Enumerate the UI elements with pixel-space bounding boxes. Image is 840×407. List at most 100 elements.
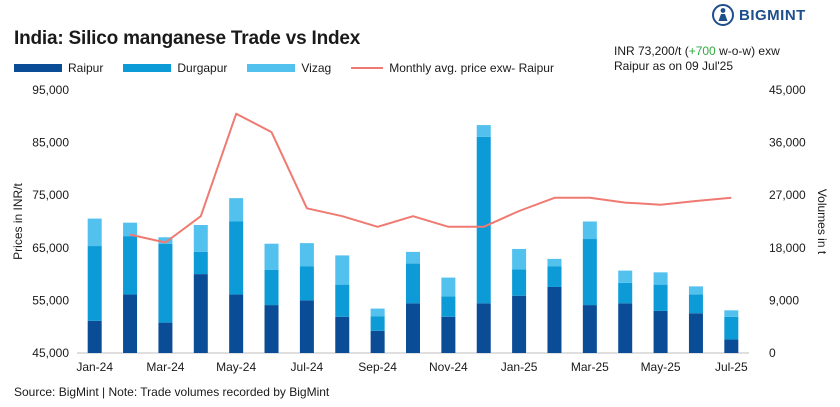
x-tick-label: May-25 <box>641 360 681 374</box>
bar-raipur <box>512 295 527 353</box>
bar-vizag <box>406 251 420 264</box>
bar-durgapur <box>688 294 703 314</box>
legend-item-durgapur: Durgapur <box>123 61 227 75</box>
bar-vizag <box>229 198 244 222</box>
bar-raipur <box>582 305 597 353</box>
x-tick-label: Jul-25 <box>715 360 748 374</box>
bar-durgapur <box>87 246 102 321</box>
legend: Raipur Durgapur Vizag Monthly avg. price… <box>14 61 574 75</box>
y-tick-label: 55,000 <box>32 293 69 307</box>
bar-vizag <box>264 243 279 271</box>
bar-durgapur <box>123 236 138 295</box>
y-right-tick-label: 45,000 <box>769 83 806 97</box>
bar-durgapur <box>193 251 208 275</box>
bar-vizag <box>653 272 668 285</box>
bar-raipur <box>653 310 668 353</box>
y-axis-title: Prices in INR/t <box>11 182 25 259</box>
bar-vizag <box>158 237 173 244</box>
x-tick-label: Sep-24 <box>358 360 397 374</box>
bar-durgapur <box>299 266 314 301</box>
y-right-tick-label: 36,000 <box>769 136 806 150</box>
bar-durgapur <box>724 316 739 340</box>
bar-raipur <box>123 294 138 353</box>
bar-durgapur <box>441 296 456 317</box>
legend-label-raipur: Raipur <box>68 61 104 75</box>
price-note-suffix: w-o-w) exw <box>715 44 780 58</box>
price-note: INR 73,200/t (+700 w-o-w) exw Raipur as … <box>614 44 780 74</box>
chart-title: India: Silico manganese Trade vs Index <box>14 28 361 49</box>
price-line <box>129 112 732 244</box>
bar-raipur <box>688 313 703 353</box>
legend-swatch-vizag <box>247 64 296 72</box>
bar-raipur <box>264 305 279 353</box>
bar-raipur <box>335 316 350 353</box>
y-tick-label: 65,000 <box>32 241 69 255</box>
legend-label-price: Monthly avg. price exw- Raipur <box>389 61 554 75</box>
price-note-prefix: INR 73,200/t ( <box>614 44 689 58</box>
legend-item-raipur: Raipur <box>14 61 103 75</box>
bar-durgapur <box>618 282 633 304</box>
bar-raipur <box>299 300 314 353</box>
legend-swatch-price <box>351 67 384 69</box>
y-tick-label: 85,000 <box>32 136 69 150</box>
y-right-tick-label: 0 <box>769 346 776 360</box>
bar-durgapur <box>158 243 173 323</box>
source-note: Source: BigMint | Note: Trade volumes re… <box>14 385 330 399</box>
bar-raipur <box>229 294 244 353</box>
x-tick-label: Jan-25 <box>501 360 538 374</box>
bar-raipur <box>724 339 739 353</box>
bar-vizag <box>582 221 597 240</box>
bar-vizag <box>441 277 456 297</box>
y-tick-label: 75,000 <box>32 188 69 202</box>
bar-raipur <box>406 303 420 353</box>
bar-durgapur <box>370 316 385 331</box>
legend-item-vizag: Vizag <box>247 61 331 75</box>
bar-raipur <box>87 320 102 353</box>
bar-vizag <box>512 248 527 270</box>
bar-vizag <box>299 243 314 267</box>
bar-vizag <box>193 225 208 252</box>
bar-raipur <box>547 286 562 353</box>
x-tick-label: Jul-24 <box>291 360 324 374</box>
legend-swatch-durgapur <box>123 64 172 72</box>
bar-vizag <box>547 258 562 267</box>
legend-label-vizag: Vizag <box>301 61 332 75</box>
bar-vizag <box>370 308 385 317</box>
bar-durgapur <box>229 221 244 295</box>
bar-durgapur <box>547 266 562 287</box>
bar-vizag <box>618 270 633 283</box>
bar-raipur <box>158 322 173 353</box>
y-tick-label: 45,000 <box>32 346 69 360</box>
bar-durgapur <box>476 136 491 304</box>
y-right-axis-title: Volumes in t <box>815 189 829 255</box>
bar-durgapur <box>406 263 420 304</box>
legend-item-price: Monthly avg. price exw- Raipur <box>351 61 554 75</box>
bigmint-logo: BIGMINT <box>712 4 806 26</box>
bar-vizag <box>123 222 138 237</box>
bar-vizag <box>724 310 739 317</box>
bar-raipur <box>370 330 385 353</box>
x-tick-label: May-24 <box>216 360 256 374</box>
x-tick-label: Nov-24 <box>429 360 468 374</box>
y-right-tick-label: 18,000 <box>769 241 806 255</box>
x-tick-label: Jan-24 <box>76 360 113 374</box>
brand-name: BIGMINT <box>739 6 806 24</box>
x-tick-label: Mar-25 <box>571 360 609 374</box>
y-right-tick-label: 9,000 <box>769 293 799 307</box>
y-right-tick-label: 27,000 <box>769 188 806 202</box>
bar-raipur <box>618 303 633 353</box>
bar-vizag <box>87 218 102 247</box>
x-tick-label: Mar-24 <box>146 360 184 374</box>
person-globe-icon <box>712 4 734 26</box>
bar-durgapur <box>653 284 668 311</box>
bar-raipur <box>476 303 491 353</box>
bar-durgapur <box>335 284 350 317</box>
bar-raipur <box>193 274 208 353</box>
y-tick-label: 95,000 <box>32 83 69 97</box>
price-change: +700 <box>688 44 716 58</box>
bar-durgapur <box>264 270 279 306</box>
bar-raipur <box>441 316 456 353</box>
bar-vizag <box>476 125 491 137</box>
bar-vizag <box>335 255 350 285</box>
